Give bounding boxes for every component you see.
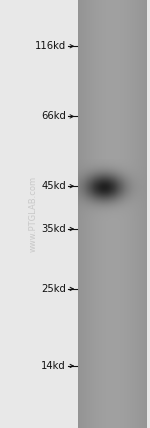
Text: 25kd: 25kd [41, 284, 66, 294]
Text: www.PTGLAB.com: www.PTGLAB.com [28, 176, 38, 252]
Text: 116kd: 116kd [35, 41, 66, 51]
Text: 14kd: 14kd [41, 361, 66, 371]
Text: 35kd: 35kd [41, 224, 66, 234]
Text: 66kd: 66kd [41, 111, 66, 122]
Text: 45kd: 45kd [41, 181, 66, 191]
